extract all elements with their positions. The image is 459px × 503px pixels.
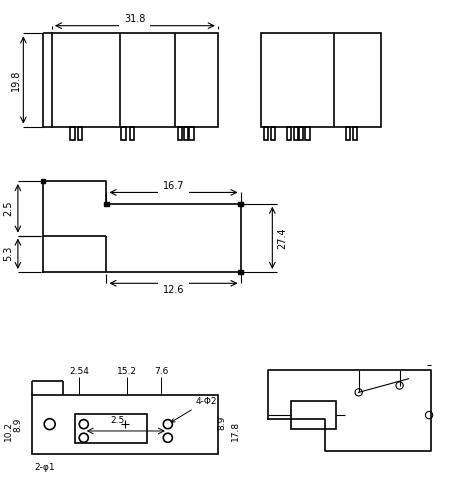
Polygon shape (238, 270, 242, 274)
Text: 2-φ1: 2-φ1 (35, 463, 56, 472)
Text: 7.6: 7.6 (153, 368, 168, 376)
Text: 10.2: 10.2 (4, 421, 13, 441)
Text: 8.9: 8.9 (13, 418, 22, 432)
Text: 2.5: 2.5 (111, 416, 125, 425)
Text: 12.6: 12.6 (162, 285, 184, 295)
Text: 27.4: 27.4 (276, 227, 286, 248)
Polygon shape (40, 179, 45, 184)
Text: 2.5: 2.5 (3, 201, 13, 216)
Polygon shape (238, 202, 242, 206)
Text: 17.8: 17.8 (231, 421, 240, 441)
Text: 8.9: 8.9 (217, 416, 226, 431)
Text: 16.7: 16.7 (162, 181, 184, 191)
Text: 5.3: 5.3 (3, 246, 13, 262)
Text: 15.2: 15.2 (117, 368, 137, 376)
Text: 2.54: 2.54 (69, 368, 89, 376)
Polygon shape (104, 202, 108, 206)
Text: 19.8: 19.8 (11, 69, 21, 91)
Text: 4-Φ2: 4-Φ2 (171, 397, 216, 422)
Text: 31.8: 31.8 (124, 14, 145, 24)
